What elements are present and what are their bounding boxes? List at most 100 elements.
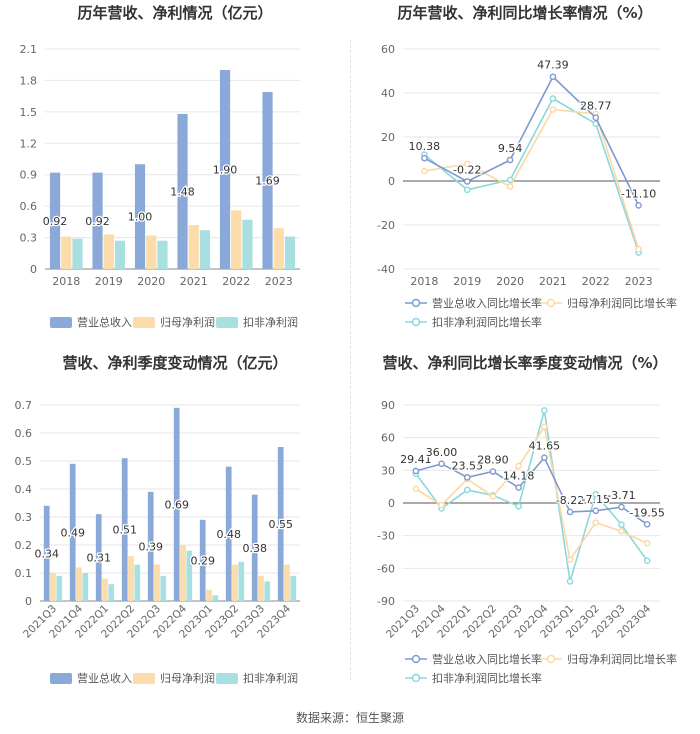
x-tick-label: 2022 (222, 275, 250, 288)
quarterly-amounts-panel: 营收、净利季度变动情况（亿元） 0 0.1 0.2 0.3 0.4 0.5 0.6 0.7 20… (0, 350, 350, 700)
line-deducted-profit-growth (423, 97, 640, 253)
bar-net-profit (102, 578, 108, 601)
y-tick-label: -30 (377, 530, 395, 543)
point (489, 468, 497, 475)
y-tick-label: -40 (377, 263, 395, 276)
data-label: 14.18 (503, 470, 535, 483)
x-tick-label: 2023 (265, 275, 293, 288)
point (549, 106, 557, 113)
bar-revenue (262, 91, 273, 269)
data-label: -19.55 (629, 506, 664, 519)
legend-label: 归母净利润同比增长率 (567, 296, 677, 310)
point (643, 520, 651, 528)
data-label: 0.34 (34, 547, 59, 560)
y-tick-label: 40 (381, 87, 395, 100)
point (515, 462, 522, 470)
legend-label: 营业总收入 (77, 671, 132, 685)
legend-marker (411, 317, 421, 327)
bar-revenue (251, 494, 258, 601)
bar-revenue (92, 172, 103, 269)
data-label: -11.10 (621, 187, 656, 200)
y-tick-label: 60 (381, 432, 395, 445)
y-tick-label: 0.6 (15, 427, 33, 440)
bar-net-profit (146, 235, 157, 269)
data-label: 0.55 (268, 518, 293, 531)
y-tick-label: 0 (25, 595, 32, 608)
legend-label: 归母净利润 (160, 315, 215, 329)
data-label: 47.39 (537, 59, 569, 72)
bar-deducted-profit (114, 240, 126, 269)
data-label: 0.31 (86, 552, 111, 565)
bar-revenue (43, 505, 50, 601)
data-label: 0.92 (43, 215, 68, 228)
line-revenue-growth (415, 456, 648, 525)
x-tick-label: 2023 (625, 275, 653, 288)
y-tick-label: 0.7 (15, 399, 33, 412)
point (592, 519, 600, 526)
point (506, 183, 514, 190)
bar-revenue (199, 519, 206, 601)
line-revenue-growth (424, 75, 640, 206)
data-label: -8.22 (556, 494, 584, 507)
bar-net-profit (50, 573, 56, 601)
legend-swatch (50, 673, 72, 684)
x-tick-label: 2020 (137, 275, 165, 288)
data-label: -0.22 (453, 163, 481, 176)
legend-label: 扣非净利润同比增长率 (432, 671, 542, 685)
line-net-profit-growth (415, 424, 648, 562)
bar-revenue (219, 69, 231, 269)
legend-label: 扣非净利润同比增长率 (432, 315, 542, 329)
point (549, 95, 557, 102)
data-label: 23.55 (452, 459, 484, 472)
y-tick-label: 30 (381, 464, 395, 477)
legend-marker (411, 673, 421, 683)
bar-revenue (173, 407, 180, 601)
point (489, 493, 497, 500)
legend-swatch (50, 317, 72, 328)
legend-label: 归母净利润同比增长率 (567, 652, 677, 666)
panel-separator (350, 40, 352, 680)
point (463, 486, 471, 494)
bar-net-profit (284, 564, 290, 601)
bar-deducted-profit (290, 575, 297, 601)
point (463, 160, 471, 168)
y-tick-label: -90 (377, 595, 395, 608)
data-label: 9.54 (498, 142, 523, 155)
line-net-profit-growth (424, 108, 640, 250)
bar-net-profit (61, 236, 72, 269)
y-tick-label: 90 (381, 399, 395, 412)
bar-net-profit (273, 228, 284, 269)
bar-deducted-profit (108, 584, 115, 601)
y-tick-label: 20 (381, 131, 395, 144)
bar-net-profit (231, 210, 242, 269)
data-label: 10.38 (409, 140, 441, 153)
point (421, 154, 428, 162)
bar-revenue (277, 447, 284, 601)
point (635, 202, 642, 209)
point (592, 490, 600, 498)
bar-deducted-profit (157, 240, 168, 269)
bar-net-profit (76, 567, 82, 601)
quarterly-growth-chart: -90-60-3003060902021Q32021Q42022Q12022Q2… (377, 399, 677, 685)
point (506, 156, 514, 164)
point (635, 245, 642, 253)
legend-marker (546, 298, 556, 308)
data-label: 1.48 (170, 185, 195, 198)
y-tick-label: 1.8 (20, 74, 38, 87)
point (463, 186, 471, 194)
bar-net-profit (206, 589, 212, 601)
bar-revenue (69, 463, 76, 601)
bar-revenue (225, 466, 232, 601)
data-label: 0.51 (112, 524, 137, 537)
bar-revenue (95, 514, 102, 601)
x-tick-label: 2018 (52, 275, 80, 288)
data-label: 0.49 (60, 526, 85, 539)
y-tick-label: 0 (388, 497, 395, 510)
y-tick-label: 0.3 (20, 232, 38, 245)
point (438, 501, 445, 509)
x-tick-label: 2022 (582, 275, 610, 288)
point (421, 167, 428, 175)
bar-revenue (121, 458, 128, 601)
legend-label: 归母净利润 (160, 671, 215, 685)
x-tick-label: 2021 (180, 275, 208, 288)
